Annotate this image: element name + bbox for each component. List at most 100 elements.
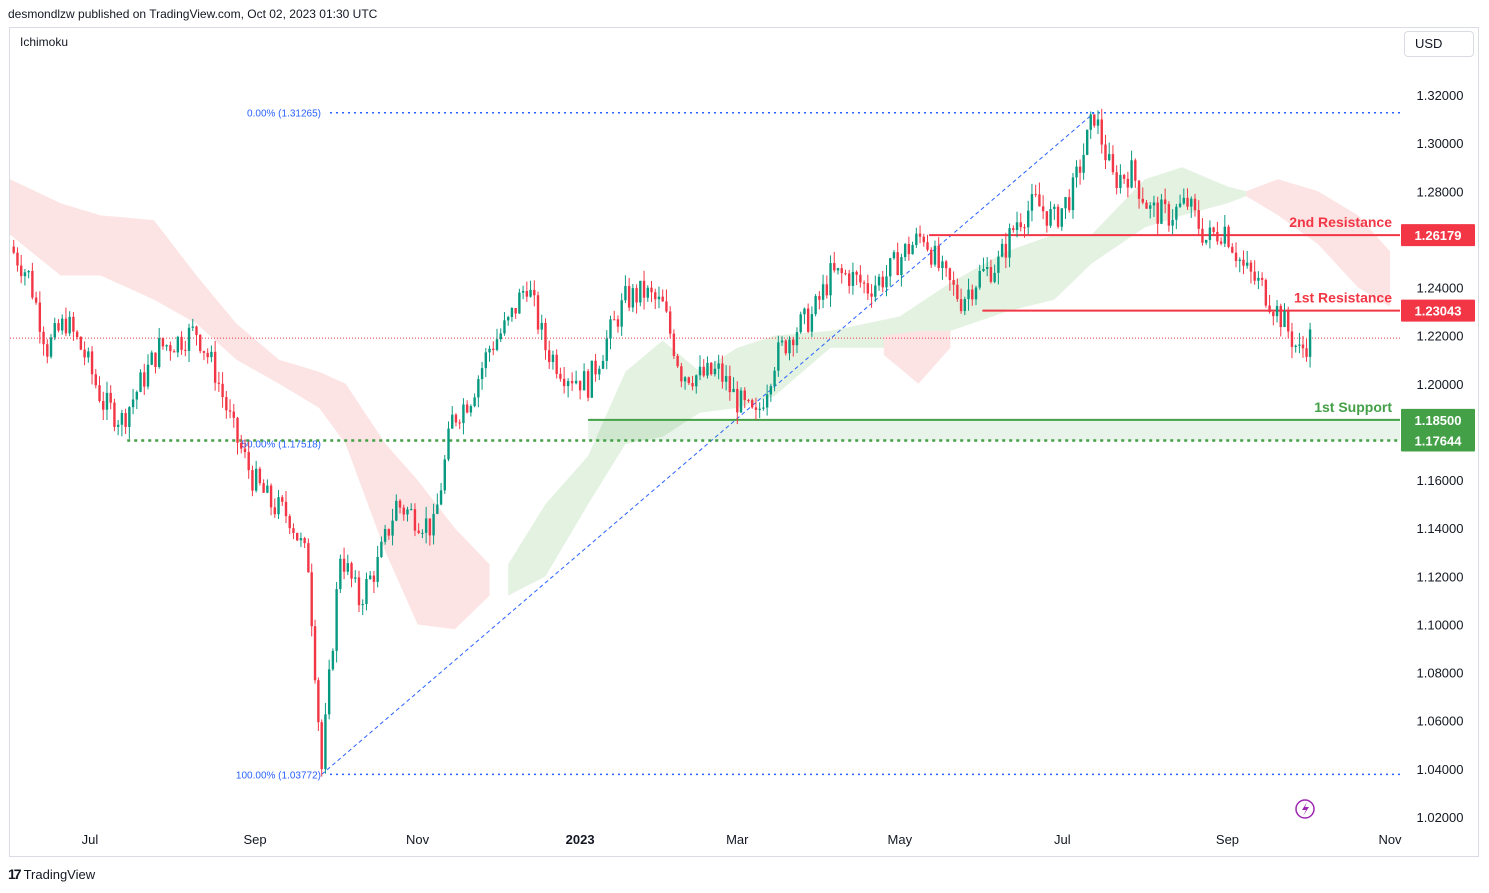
candle-body [586, 371, 590, 398]
candle-body [1108, 154, 1111, 161]
candle-body [944, 261, 948, 269]
x-tick-label: Nov [406, 832, 430, 847]
candle-body [484, 352, 488, 369]
candle-body [806, 308, 810, 332]
indicator-label-ichimoku[interactable]: Ichimoku [20, 35, 69, 49]
candle [930, 247, 933, 268]
candle-body [713, 368, 717, 375]
candle-body [743, 390, 746, 401]
candle [665, 289, 668, 313]
candle [1246, 250, 1249, 269]
candle-body [574, 380, 578, 384]
candle [258, 466, 262, 486]
candle [1049, 201, 1052, 228]
candle [75, 330, 79, 340]
y-tick-label: 1.06000 [1417, 714, 1464, 729]
candle [1287, 306, 1290, 339]
candle [143, 363, 146, 395]
published-line: desmondlzw published on TradingView.com,… [8, 7, 378, 21]
candle-body [911, 245, 914, 255]
candle-body [773, 370, 776, 387]
candle [331, 648, 335, 671]
candle [495, 328, 499, 352]
candle [1178, 194, 1182, 209]
candle [536, 291, 540, 335]
candle [161, 337, 165, 350]
candle [907, 236, 911, 261]
candle-body [1122, 174, 1126, 179]
candle [1008, 223, 1011, 268]
candle-body [31, 270, 34, 298]
candle-body [421, 532, 424, 534]
candle-body [391, 520, 394, 536]
candle-body [172, 351, 176, 353]
ichimoku-cloud [10, 167, 1390, 630]
candle-body [544, 322, 547, 351]
candle-body [1264, 279, 1268, 306]
candle [1294, 344, 1297, 353]
candle [803, 307, 806, 325]
candle-body [732, 388, 735, 393]
candle [989, 259, 993, 284]
candle-body [273, 507, 277, 515]
candle [1253, 260, 1256, 285]
candle [620, 293, 623, 336]
candle [974, 285, 978, 306]
lightning-icon[interactable] [1295, 799, 1315, 819]
candle-body [792, 339, 795, 346]
candle [654, 288, 657, 309]
y-tick-label: 1.30000 [1417, 136, 1464, 151]
candle-body [191, 326, 194, 328]
candle [1041, 195, 1045, 220]
candle-body [79, 337, 83, 350]
candle-body [529, 289, 532, 297]
candle-body [354, 577, 357, 579]
candle [365, 572, 368, 611]
candle-body [454, 414, 458, 423]
candle [195, 325, 198, 346]
candle-body [499, 333, 502, 340]
candle-body [83, 349, 86, 358]
candle-body [1045, 211, 1049, 226]
candle-body [598, 368, 601, 375]
candle [578, 380, 582, 400]
candle [1223, 214, 1227, 248]
candle-body [383, 529, 387, 542]
footer[interactable]: 17 TradingView [8, 866, 95, 882]
candle [650, 280, 653, 303]
cloud-bearish-may-2023 [883, 330, 951, 384]
candle-body [1089, 114, 1092, 130]
cloud-bearish-2022 [10, 179, 490, 630]
candle [1122, 173, 1126, 184]
candle-body [1308, 329, 1312, 357]
candle-body [335, 589, 338, 651]
candle [346, 554, 350, 576]
candle-body [818, 296, 821, 300]
candle-body [918, 233, 922, 237]
candle-body [661, 296, 664, 302]
candle-body [665, 301, 668, 312]
candle [1100, 108, 1103, 154]
x-tick-label: Sep [1216, 832, 1239, 847]
candle-body [937, 245, 940, 269]
candle-body [146, 364, 150, 387]
currency-button[interactable]: USD [1404, 31, 1474, 57]
candle-body [903, 244, 907, 258]
candle [1264, 278, 1268, 308]
candle [799, 311, 802, 334]
candle-body [387, 529, 391, 536]
candle-body [105, 392, 109, 410]
level-price-tag [1401, 408, 1475, 431]
candle [687, 376, 691, 385]
candle-body [963, 299, 967, 312]
candle [49, 334, 53, 359]
y-tick-label: 1.16000 [1417, 473, 1464, 488]
candle [1275, 299, 1279, 323]
candle-body [562, 378, 566, 387]
candle [870, 284, 873, 308]
candle [1004, 232, 1008, 269]
candle [851, 262, 855, 295]
candle [254, 460, 258, 493]
candle [1060, 208, 1063, 231]
